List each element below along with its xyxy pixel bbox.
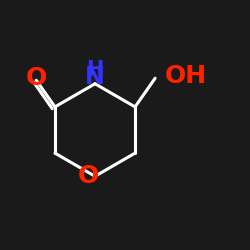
Text: N: N	[85, 66, 105, 90]
Text: H: H	[86, 60, 104, 80]
Text: OH: OH	[165, 64, 207, 88]
Text: O: O	[78, 164, 100, 188]
Text: O: O	[26, 66, 47, 90]
